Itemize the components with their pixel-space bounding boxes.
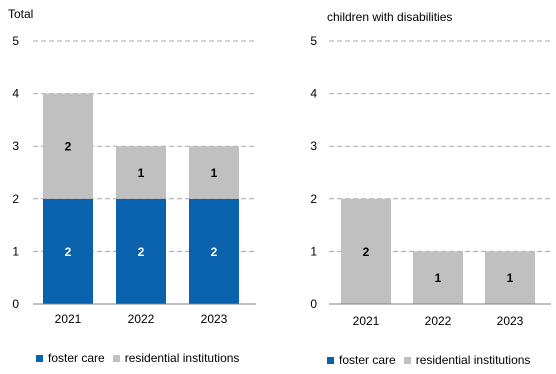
legend-swatch-foster-care [36, 354, 43, 362]
legend-label-residential-institutions-2: residential institutions [415, 353, 531, 367]
chart-2-bar-residential-institutions-2021 [341, 198, 391, 304]
legend-swatch-foster-care-2 [327, 356, 334, 364]
chart-1-bar-residential-institutions-2022 [116, 146, 166, 199]
chart-1-y-tick-0: 0 [12, 297, 19, 311]
chart-1-y-tick-3: 3 [12, 139, 19, 153]
chart-2-x-tick-2022: 2022 [425, 314, 452, 328]
chart-2-data-label-residential-institutions-2022: 1 [435, 271, 442, 285]
chart-2-title: children with disabilities [327, 10, 452, 24]
legend-swatch-residential-institutions-2 [403, 356, 411, 364]
chart-2-y-tick-0: 0 [310, 297, 317, 311]
chart-2-bar-residential-institutions-2022 [413, 251, 463, 304]
chart-1-data-label-residential-institutions-2022: 1 [138, 166, 145, 180]
chart-1-title: Total [8, 7, 33, 21]
chart-2-data-label-residential-institutions-2023: 1 [507, 271, 514, 285]
legend-item-foster-care: foster care [36, 351, 105, 365]
legend-label-foster-care-2: foster care [339, 353, 396, 367]
legend-swatch-residential-institutions [112, 354, 120, 362]
legend-item-foster-care-2: foster care [327, 353, 396, 367]
legend-right: foster care residential institutions [327, 353, 538, 367]
legend-item-residential-institutions-2: residential institutions [403, 353, 531, 367]
legend-left: foster care residential institutions [36, 351, 247, 365]
chart-1-x-tick-2022: 2022 [128, 312, 155, 326]
chart-1-data-label-residential-institutions-2023: 1 [211, 166, 218, 180]
chart-1-data-label-foster-care-2021: 2 [65, 245, 72, 259]
chart-1-bar-foster-care-2021 [43, 198, 93, 304]
chart-1-bar-residential-institutions-2023 [189, 146, 239, 199]
chart-2-y-tick-1: 1 [310, 244, 317, 258]
chart-2-data-label-residential-institutions-2021: 2 [363, 245, 370, 259]
legend-label-foster-care: foster care [48, 351, 105, 365]
chart-1-y-tick-4: 4 [12, 87, 19, 101]
chart-1-x-tick-2021: 2021 [55, 312, 82, 326]
chart-1-y-tick-2: 2 [12, 192, 19, 206]
chart-1-data-label-foster-care-2023: 2 [211, 245, 218, 259]
legend-item-residential-institutions: residential institutions [112, 351, 240, 365]
chart-2-y-tick-3: 3 [310, 139, 317, 153]
chart-1-y-tick-1: 1 [12, 244, 19, 258]
chart-1-data-label-residential-institutions-2021: 2 [65, 140, 72, 154]
chart-2-x-tick-2023: 2023 [497, 314, 524, 328]
chart-1-bar-foster-care-2022 [116, 198, 166, 304]
chart-1-data-label-foster-care-2022: 2 [138, 245, 145, 259]
chart-1-x-tick-2023: 2023 [201, 312, 228, 326]
legend-label-residential-institutions: residential institutions [124, 351, 240, 365]
chart-2-x-tick-2021: 2021 [353, 314, 380, 328]
chart-1-y-tick-5: 5 [12, 34, 19, 48]
chart-1-bar-foster-care-2023 [189, 198, 239, 304]
chart-2-bar-residential-institutions-2023 [485, 251, 535, 304]
chart-2-y-tick-4: 4 [310, 87, 317, 101]
chart-2-y-tick-2: 2 [310, 192, 317, 206]
chart-2-y-tick-5: 5 [310, 34, 317, 48]
chart-1-bar-residential-institutions-2021 [43, 93, 93, 199]
